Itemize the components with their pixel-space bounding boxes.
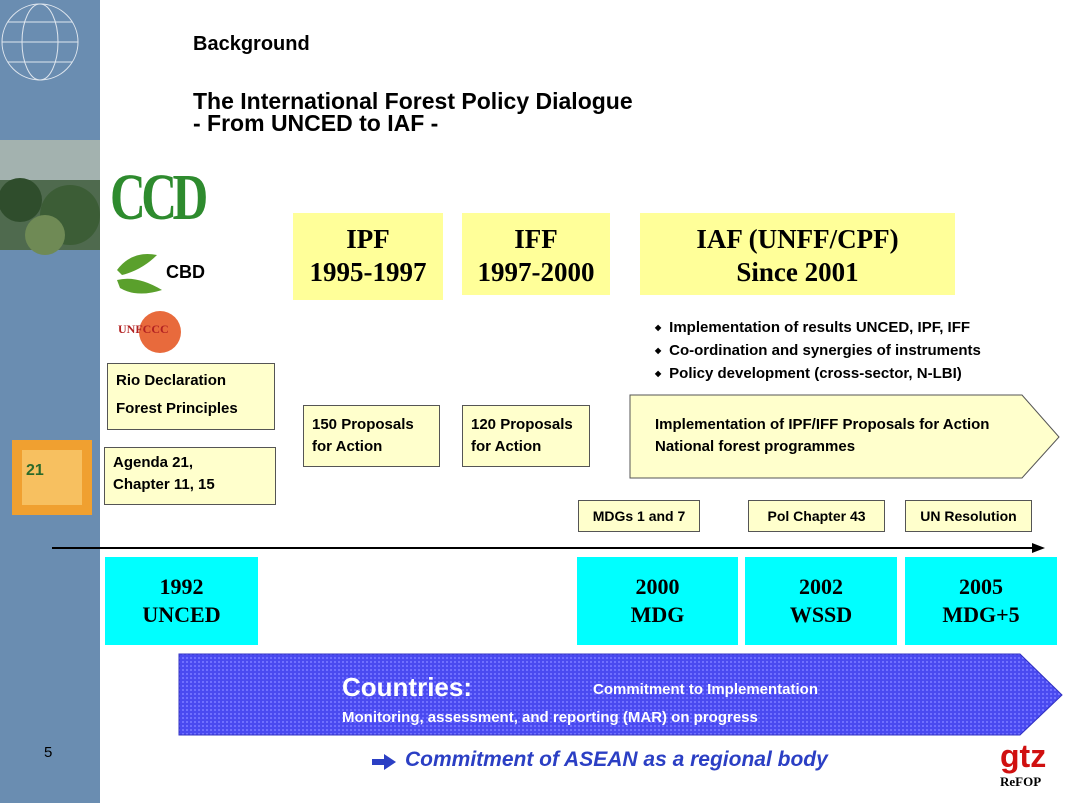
refop-logo: ReFOP <box>1000 774 1041 790</box>
countries-text: Commitment to Implementation <box>593 681 818 698</box>
ccd-logo: CCD <box>110 160 204 236</box>
countries-text: Monitoring, assessment, and reporting (M… <box>342 709 758 726</box>
gtz-logo: gtz <box>1000 740 1046 772</box>
milestone-year: 1992 <box>105 573 258 601</box>
bullet: Co-ordination and synergies of instrumen… <box>655 339 981 362</box>
countries-label: Countries: <box>342 672 472 703</box>
milestone-year: 2005 <box>905 573 1057 601</box>
milestone: 1992 UNCED <box>105 557 258 645</box>
text-box: 120 Proposals for Action <box>462 405 590 467</box>
asean-text: Commitment of ASEAN as a regional body <box>405 748 828 772</box>
milestone-event: UNCED <box>105 601 258 629</box>
box-line: Chapter 11, 15 <box>113 474 267 496</box>
page-number: 5 <box>44 744 52 761</box>
process-period: Since 2001 <box>640 256 955 289</box>
process-box: IFF 1997-2000 <box>462 213 610 295</box>
box-line: Rio Declaration <box>116 370 266 392</box>
book-label: 21 <box>26 462 44 480</box>
box-line: National forest programmes <box>655 436 989 458</box>
process-name: IAF (UNFF/CPF) <box>640 223 955 256</box>
implementation-text: Implementation of IPF/IFF Proposals for … <box>655 414 989 458</box>
title-line: - From UNCED to IAF - <box>193 112 633 134</box>
title-line: The International Forest Policy Dialogue <box>193 90 633 112</box>
unfccc-logo: UNFCCC <box>118 322 169 337</box>
milestone-year: 2002 <box>745 573 897 601</box>
bullet: Policy development (cross-sector, N-LBI) <box>655 362 981 385</box>
text-box: UN Resolution <box>905 500 1032 532</box>
milestone: 2005 MDG+5 <box>905 557 1057 645</box>
process-period: 1995-1997 <box>293 256 443 289</box>
text-box: Rio Declaration Forest Principles <box>107 363 275 430</box>
text-box: Pol Chapter 43 <box>748 500 885 532</box>
sidebar-art <box>0 0 100 803</box>
milestone: 2002 WSSD <box>745 557 897 645</box>
box-line: Implementation of IPF/IFF Proposals for … <box>655 414 989 436</box>
milestone-event: MDG <box>577 601 738 629</box>
box-line: Agenda 21, <box>113 452 267 474</box>
asean-arrow <box>370 752 398 772</box>
box-line: 120 Proposals <box>471 414 581 436</box>
process-name: IPF <box>293 223 443 256</box>
process-period: 1997-2000 <box>462 256 610 289</box>
box-line: for Action <box>312 436 431 458</box>
cbd-leaf <box>112 250 172 300</box>
timeline <box>0 538 1065 558</box>
text-box: MDGs 1 and 7 <box>578 500 700 532</box>
box-line: for Action <box>471 436 581 458</box>
milestone: 2000 MDG <box>577 557 738 645</box>
bullet: Implementation of results UNCED, IPF, IF… <box>655 316 981 339</box>
title: The International Forest Policy Dialogue… <box>193 90 633 134</box>
section-label: Background <box>193 33 310 56</box>
milestone-year: 2000 <box>577 573 738 601</box>
process-box: IPF 1995-1997 <box>293 213 443 300</box>
box-line: Forest Principles <box>116 398 266 420</box>
text-box: 150 Proposals for Action <box>303 405 440 467</box>
process-name: IFF <box>462 223 610 256</box>
slide: {"header": {"section": "Background", "ti… <box>0 0 1065 803</box>
box-line: 150 Proposals <box>312 414 431 436</box>
milestone-event: WSSD <box>745 601 897 629</box>
text-box: Agenda 21, Chapter 11, 15 <box>104 447 276 505</box>
cbd-logo: CBD <box>166 262 205 283</box>
iaf-bullets: Implementation of results UNCED, IPF, IF… <box>655 316 981 385</box>
milestone-event: MDG+5 <box>905 601 1057 629</box>
process-box: IAF (UNFF/CPF) Since 2001 <box>640 213 955 295</box>
